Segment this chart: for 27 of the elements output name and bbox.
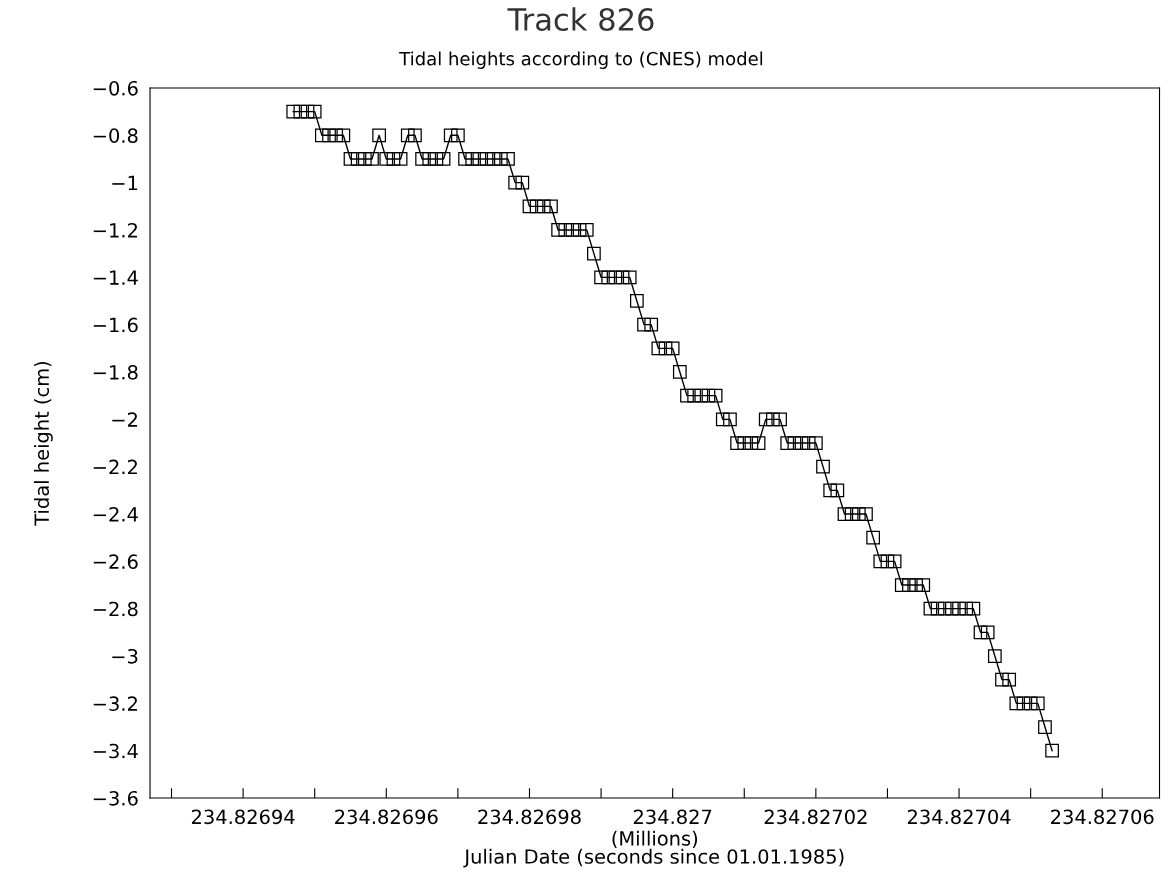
x-tick-label: 234.82696 — [335, 809, 438, 825]
y-tick-label: −2.2 — [93, 459, 137, 475]
y-tick-label: −2.4 — [93, 506, 138, 522]
chart-subtitle: Tidal heights according to (CNES) model — [399, 51, 763, 69]
x-tick-label: 234.82706 — [1051, 809, 1154, 825]
y-tick-label: −1.4 — [93, 270, 138, 285]
y-tick-label: −0.8 — [93, 128, 138, 143]
y-tick-label: −3.6 — [93, 790, 138, 806]
x-tick-label: 234.82698 — [478, 809, 581, 825]
x-axis-title: (Millions) Julian Date (seconds since 01.01.1985) — [463, 830, 844, 868]
y-axis-title: Tidal height (cm) — [33, 361, 53, 526]
x-tick-label: 234.82702 — [764, 809, 867, 825]
y-tick-label: −1.6 — [93, 317, 138, 333]
y-tick-label: −2.6 — [93, 554, 138, 569]
y-tick-label: −1.8 — [93, 364, 138, 380]
y-tick-label: −3.2 — [93, 696, 137, 712]
y-tick-label: −1.2 — [93, 222, 137, 238]
x-tick-label: 234.82694 — [191, 809, 295, 825]
chart-title: Track 826 — [507, 7, 654, 32]
x-tick-label: 234.827 — [633, 809, 712, 825]
y-tick-label: −3 — [112, 648, 138, 664]
y-tick-label: −2 — [112, 412, 137, 427]
y-tick-label: −2.8 — [93, 601, 138, 617]
y-tick-label: −0.6 — [93, 80, 138, 96]
x-tick-label: 234.82704 — [907, 809, 1011, 825]
y-tick-label: −3.4 — [93, 743, 138, 759]
y-tick-label: −1 — [112, 175, 138, 191]
